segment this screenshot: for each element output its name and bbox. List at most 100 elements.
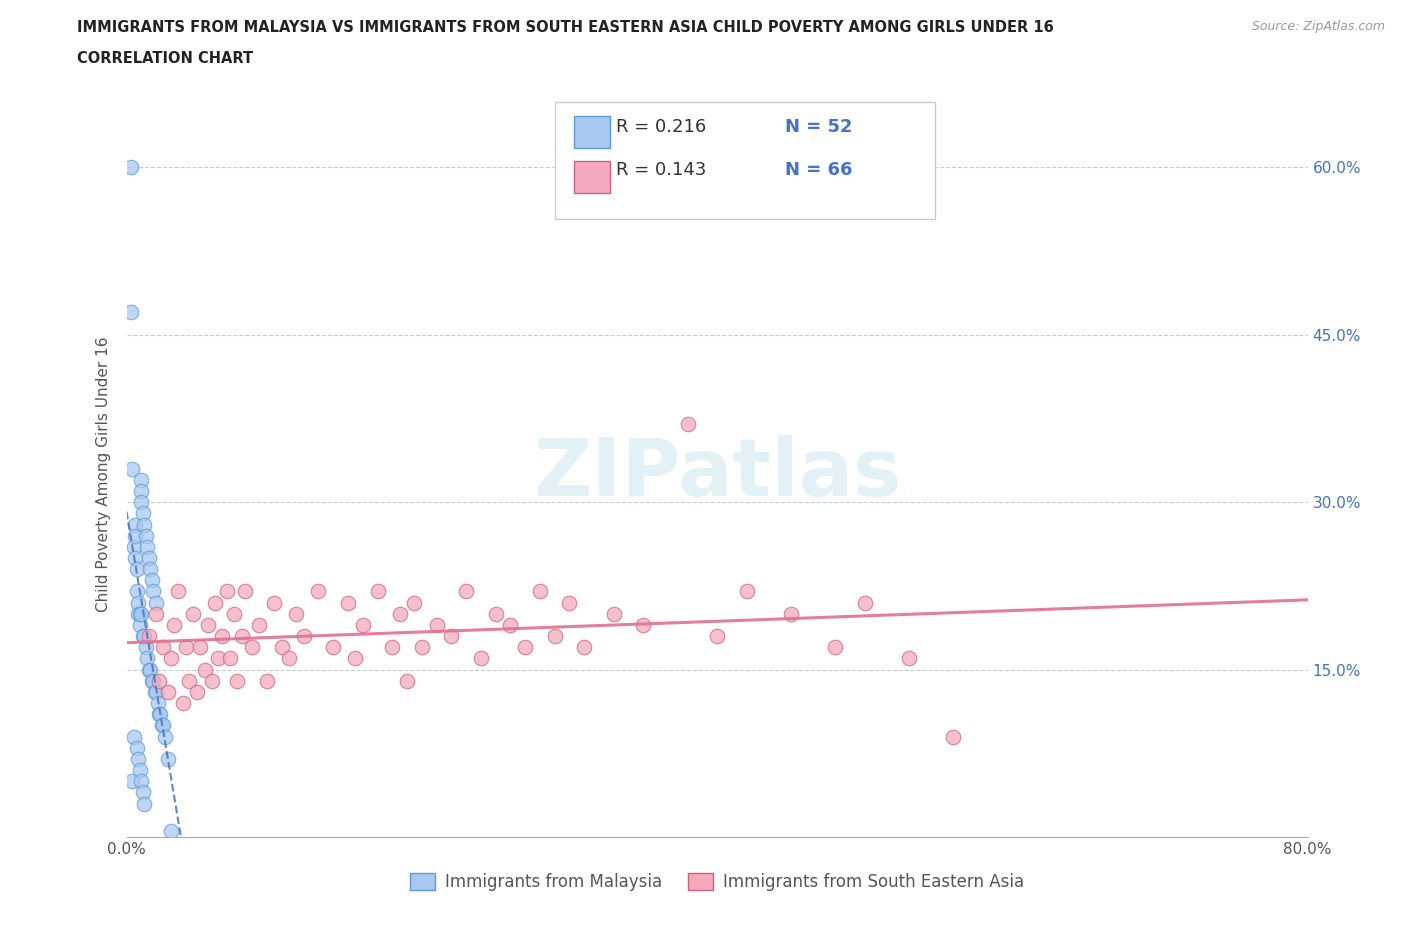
Text: Source: ZipAtlas.com: Source: ZipAtlas.com bbox=[1251, 20, 1385, 33]
Point bbox=[558, 595, 581, 610]
Point bbox=[367, 584, 389, 599]
Point bbox=[898, 651, 921, 666]
Point bbox=[337, 595, 360, 610]
Point bbox=[219, 651, 242, 666]
Point bbox=[515, 640, 537, 655]
Point bbox=[440, 629, 463, 644]
Point bbox=[470, 651, 492, 666]
Point bbox=[425, 618, 447, 632]
Point bbox=[231, 629, 253, 644]
Point bbox=[156, 684, 179, 699]
Text: ZIPatlas: ZIPatlas bbox=[533, 435, 901, 513]
Point bbox=[139, 662, 162, 677]
Point bbox=[148, 707, 170, 722]
Point bbox=[256, 673, 278, 688]
Point bbox=[129, 774, 153, 789]
Point bbox=[163, 618, 186, 632]
Point bbox=[125, 562, 148, 577]
Point bbox=[132, 629, 155, 644]
Point bbox=[411, 640, 433, 655]
Point bbox=[780, 606, 803, 621]
Point bbox=[529, 584, 551, 599]
Point bbox=[138, 551, 160, 565]
Point bbox=[142, 673, 165, 688]
Point bbox=[249, 618, 271, 632]
Point bbox=[129, 472, 153, 487]
Point bbox=[124, 551, 146, 565]
Point bbox=[201, 673, 224, 688]
Point bbox=[194, 662, 217, 677]
Point bbox=[456, 584, 478, 599]
Point bbox=[125, 740, 148, 755]
Point bbox=[215, 584, 238, 599]
Point bbox=[136, 651, 159, 666]
Point bbox=[121, 461, 143, 476]
Point bbox=[292, 629, 315, 644]
Point bbox=[174, 640, 197, 655]
Point bbox=[824, 640, 846, 655]
Point bbox=[188, 640, 212, 655]
Point bbox=[128, 618, 150, 632]
Point bbox=[853, 595, 876, 610]
Point bbox=[125, 584, 148, 599]
Point bbox=[135, 640, 157, 655]
Point bbox=[240, 640, 263, 655]
Point bbox=[484, 606, 508, 621]
Point bbox=[145, 595, 167, 610]
Point bbox=[122, 729, 145, 744]
Point bbox=[233, 584, 256, 599]
Point bbox=[145, 606, 167, 621]
Text: R = 0.216: R = 0.216 bbox=[616, 118, 706, 136]
Point bbox=[735, 584, 758, 599]
Point bbox=[181, 606, 204, 621]
Point bbox=[352, 618, 374, 632]
Point bbox=[128, 606, 150, 621]
Point bbox=[396, 673, 419, 688]
Point bbox=[148, 673, 170, 688]
Point bbox=[120, 305, 142, 320]
Point bbox=[574, 640, 596, 655]
Point bbox=[129, 606, 153, 621]
Point bbox=[676, 417, 699, 432]
Point bbox=[129, 484, 153, 498]
Point bbox=[132, 506, 155, 521]
Point bbox=[132, 785, 155, 800]
Point bbox=[149, 707, 172, 722]
Point bbox=[197, 618, 219, 632]
Point bbox=[136, 539, 159, 554]
Text: R = 0.143: R = 0.143 bbox=[616, 161, 706, 179]
Point bbox=[381, 640, 404, 655]
Point bbox=[128, 763, 150, 777]
Point bbox=[322, 640, 344, 655]
Point bbox=[143, 684, 166, 699]
Point bbox=[224, 606, 246, 621]
Point bbox=[278, 651, 301, 666]
Point bbox=[177, 673, 200, 688]
Point bbox=[263, 595, 285, 610]
Point bbox=[160, 824, 183, 839]
Y-axis label: Child Poverty Among Girls Under 16: Child Poverty Among Girls Under 16 bbox=[96, 337, 111, 612]
Point bbox=[942, 729, 965, 744]
Point bbox=[204, 595, 226, 610]
Point bbox=[152, 718, 174, 733]
Point bbox=[138, 662, 160, 677]
Point bbox=[499, 618, 522, 632]
Point bbox=[122, 539, 145, 554]
Point bbox=[388, 606, 411, 621]
Point bbox=[139, 562, 162, 577]
Point bbox=[543, 629, 565, 644]
Point bbox=[308, 584, 330, 599]
Point bbox=[127, 751, 149, 766]
Point bbox=[207, 651, 229, 666]
Point bbox=[153, 729, 176, 744]
Point bbox=[633, 618, 655, 632]
Text: N = 52: N = 52 bbox=[785, 118, 852, 136]
Point bbox=[146, 696, 169, 711]
Point bbox=[160, 651, 183, 666]
Point bbox=[120, 160, 142, 175]
Text: CORRELATION CHART: CORRELATION CHART bbox=[77, 51, 253, 66]
Point bbox=[186, 684, 208, 699]
Point bbox=[129, 495, 153, 510]
Point bbox=[142, 584, 165, 599]
Point bbox=[135, 528, 157, 543]
